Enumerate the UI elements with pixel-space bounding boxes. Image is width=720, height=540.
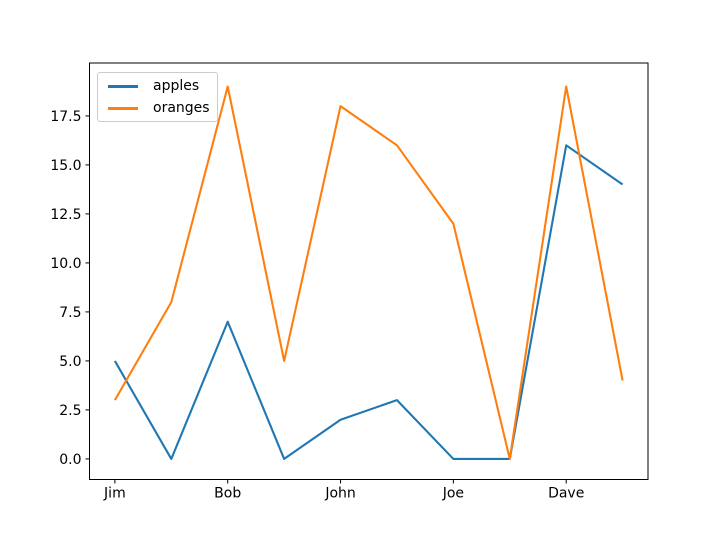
x-tick-label: Joe bbox=[442, 486, 464, 502]
x-tick-label: Jim bbox=[103, 486, 126, 502]
legend-entry-apples: apples bbox=[106, 75, 209, 97]
y-tick-label: 5.0 bbox=[59, 354, 81, 370]
apples-line bbox=[113, 144, 624, 460]
y-tick-label: 15.0 bbox=[50, 158, 81, 174]
legend-label-oranges: oranges bbox=[153, 100, 210, 116]
y-tick-label: 7.5 bbox=[59, 305, 81, 321]
y-tick-label: 17.5 bbox=[50, 109, 81, 125]
legend: apples oranges bbox=[97, 72, 218, 122]
x-tick-label: John bbox=[324, 486, 355, 502]
x-tick-label: Bob bbox=[214, 486, 241, 502]
y-tick-label: 2.5 bbox=[59, 403, 81, 419]
legend-line-sample-apples bbox=[108, 84, 138, 88]
x-tick-label: Dave bbox=[548, 486, 584, 502]
y-tick-label: 0.0 bbox=[59, 452, 81, 468]
legend-label-apples: apples bbox=[153, 78, 200, 94]
y-tick-label: 10.0 bbox=[50, 256, 81, 272]
legend-line-sample-oranges bbox=[108, 106, 138, 110]
axes-spines bbox=[89, 62, 649, 480]
oranges-line bbox=[113, 85, 624, 460]
legend-entry-oranges: oranges bbox=[106, 97, 210, 119]
y-tick-label: 12.5 bbox=[50, 207, 81, 223]
